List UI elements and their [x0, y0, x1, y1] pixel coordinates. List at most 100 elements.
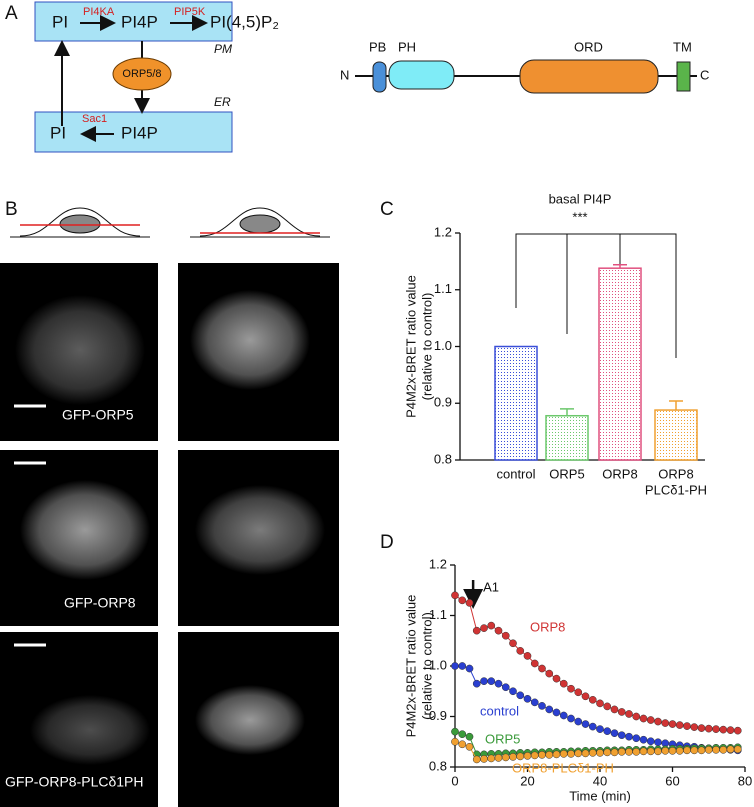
data-point [632, 748, 641, 756]
data-point [683, 746, 691, 755]
data-point [646, 716, 655, 724]
annotation: A1 [483, 579, 499, 594]
x-tick-label: 0 [451, 773, 458, 788]
y-tick-label: 1.2 [434, 224, 452, 239]
series-label: control [480, 703, 519, 718]
x-tick-label: ORP5 [549, 466, 584, 481]
data-point [501, 631, 510, 640]
data-point [480, 755, 488, 763]
cell [15, 295, 145, 405]
er-node: PI [50, 123, 66, 142]
significance-bracket [515, 233, 677, 358]
y-axis-label: (relative to control) [419, 293, 434, 401]
pm-node: PI(4,5)P₂ [210, 12, 279, 31]
data-point [596, 749, 604, 757]
domain-label: TM [673, 39, 692, 54]
data-point [697, 746, 706, 755]
x-axis-label: Time (min) [569, 788, 631, 803]
panel-label: B [5, 199, 18, 220]
data-point [530, 751, 539, 760]
y-tick-label: 0.8 [434, 451, 452, 466]
data-point [581, 692, 590, 701]
data-point [516, 691, 525, 700]
data-point [523, 652, 532, 660]
y-tick-label: 1.1 [434, 281, 452, 296]
data-point [625, 710, 633, 718]
data-point [719, 745, 728, 754]
bar [654, 409, 698, 461]
data-point [625, 732, 633, 741]
data-point [545, 751, 554, 759]
data-point [538, 751, 546, 759]
data-point [690, 746, 699, 755]
x-tick-label: 40 [593, 773, 607, 788]
data-point [610, 729, 619, 738]
y-tick-label: 1.0 [429, 657, 447, 672]
data-point [567, 714, 575, 723]
data-point [472, 755, 481, 764]
data-point [719, 725, 728, 734]
data-point [516, 647, 525, 655]
data-point [523, 694, 532, 703]
x-tick-label: 80 [738, 773, 752, 788]
domain [372, 61, 387, 93]
data-point [574, 749, 583, 758]
data-point [581, 749, 590, 758]
x-tick-label: ORP8 [658, 466, 693, 481]
data-point [683, 722, 691, 730]
image-label: GFP-ORP8 [64, 595, 136, 611]
data-point [458, 740, 467, 749]
data-point [567, 684, 575, 693]
data-point [661, 719, 670, 727]
image-label: GFP-ORP8-PLCδ1PH [5, 774, 144, 790]
data-point [501, 683, 510, 692]
data-point [552, 750, 561, 759]
data-point [726, 745, 735, 754]
cell [195, 685, 305, 755]
bar [598, 267, 642, 461]
data-point [472, 679, 481, 688]
y-tick-label: 1.0 [434, 338, 452, 353]
data-point [646, 747, 655, 756]
data-point [465, 664, 474, 673]
data-point [617, 708, 626, 716]
data-point [733, 745, 742, 754]
data-point [451, 591, 459, 600]
data-point [545, 669, 554, 678]
data-point [588, 749, 597, 757]
data-point [494, 626, 503, 635]
data-point [494, 679, 503, 688]
data-point [487, 754, 496, 763]
terminus: C [700, 67, 709, 82]
data-point [726, 726, 735, 734]
data-point [538, 664, 546, 673]
pm-node: PI [52, 12, 68, 31]
micrographs: GFP-ORP5 GFP-ORP8 GFP-ORP8-PLCδ1PH [0, 263, 339, 807]
data-point [603, 702, 612, 711]
nucleus [239, 214, 281, 234]
data-point [465, 742, 474, 751]
annotation: *** [572, 209, 587, 224]
data-point [538, 702, 546, 710]
data-point [712, 745, 720, 754]
x-tick-label: control [496, 466, 535, 481]
y-axis-label: (relative to control) [419, 612, 434, 720]
data-point [712, 725, 720, 733]
data-point [690, 723, 699, 731]
data-point [617, 748, 626, 756]
image-label: GFP-ORP5 [62, 407, 134, 423]
bar [494, 345, 538, 461]
data-point [465, 732, 474, 741]
er-node: PI4P [121, 123, 158, 142]
data-point [574, 688, 583, 697]
data-point [530, 698, 539, 707]
data-point [465, 599, 474, 607]
error-bar [669, 400, 683, 411]
cell [195, 485, 325, 575]
pm-node: PI4P [121, 12, 158, 31]
data-point [588, 695, 597, 704]
data-point [610, 748, 619, 757]
data-point [530, 659, 539, 668]
x-tick-label: ORP8 [602, 466, 637, 481]
